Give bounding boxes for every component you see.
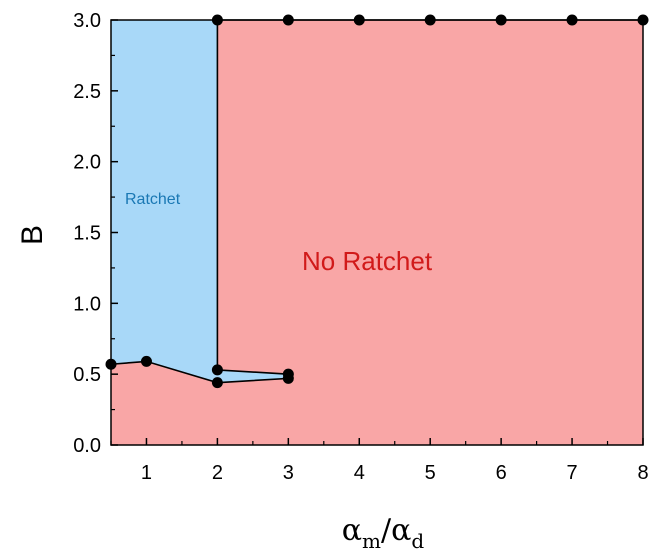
region-ratchet [111,20,218,383]
x-axis-label-slash: / [381,513,392,548]
data-point [211,377,223,389]
y-tick-label: 3.0 [73,10,101,32]
x-axis-label-sub-m: m [362,529,381,553]
x-tick-label: 5 [425,462,436,484]
y-tick-label: 0.0 [73,435,101,457]
x-axis-label-alpha-d: α [391,513,411,548]
x-tick-label: 7 [567,462,578,484]
x-axis-label-sub-d: d [411,529,424,553]
x-tick-label: 3 [283,462,294,484]
y-tick-label: 1.5 [73,223,101,245]
x-tick-label: 1 [141,462,152,484]
data-point [282,368,294,380]
y-tick-label: 2.0 [73,152,101,174]
x-tick-label: 4 [354,462,365,484]
data-point [140,355,152,367]
y-axis-ticks: 0.0 0.5 1.0 1.5 2.0 2.5 3.0 [73,10,118,457]
region-label-ratchet: Ratchet [125,191,181,208]
x-tick-label: 2 [212,462,223,484]
x-axis-label-alpha-m: α [342,513,362,548]
y-axis-label: B [16,225,49,245]
region-label-no-ratchet: No Ratchet [302,246,433,276]
y-tick-label: 1.0 [73,293,101,315]
y-tick-label: 0.5 [73,364,101,386]
x-tick-label: 8 [637,462,648,484]
x-axis-ticks: 1 2 3 4 5 6 7 8 [110,438,649,484]
x-tick-label: 6 [496,462,507,484]
region-layer [111,20,643,445]
y-tick-label: 2.5 [73,81,101,103]
data-point [211,364,223,376]
x-axis-label: αm/αd [342,513,425,553]
